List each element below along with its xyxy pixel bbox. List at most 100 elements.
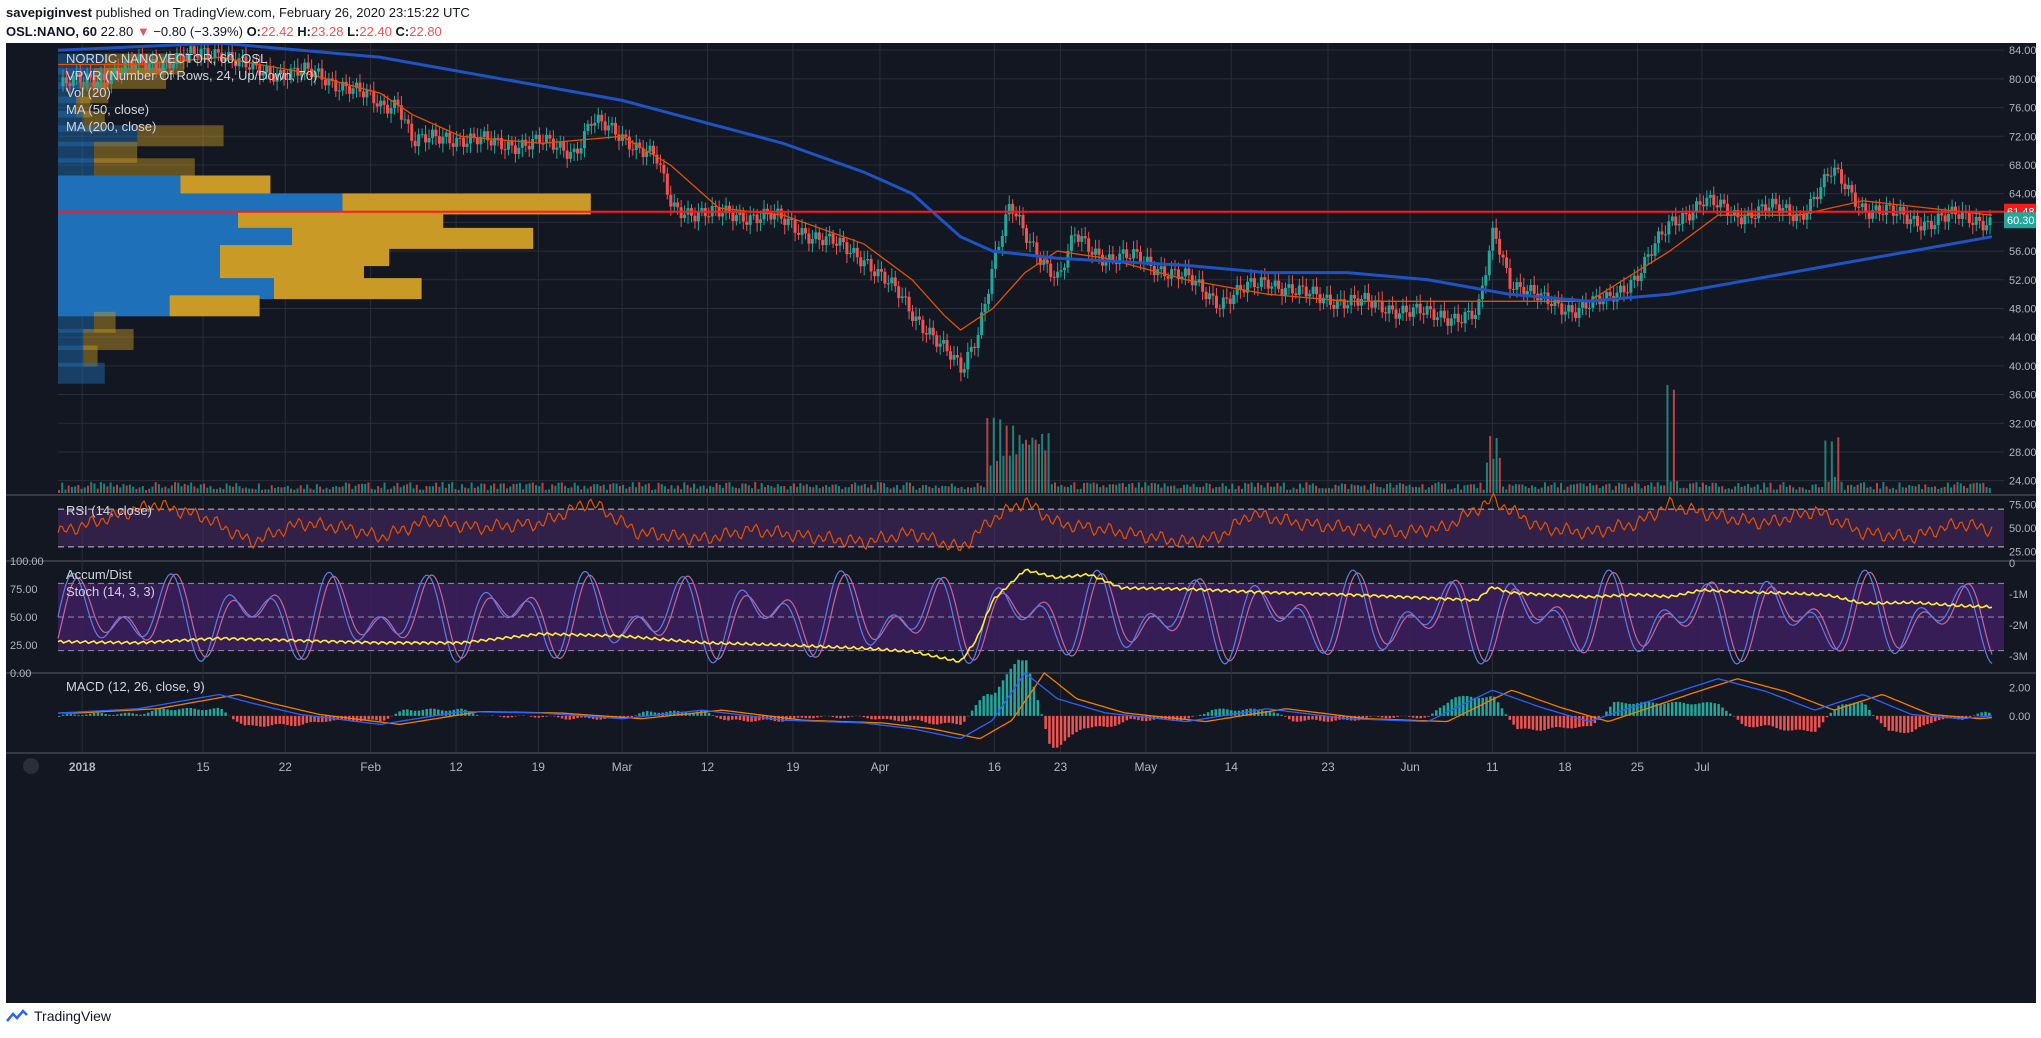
volume-profile-down-bar — [220, 245, 390, 267]
volume-bar — [1882, 482, 1885, 493]
macd-histogram-bar — [185, 707, 189, 716]
volume-bar — [96, 488, 99, 493]
volume-bar — [80, 488, 83, 493]
macd-histogram-bar — [1055, 715, 1059, 748]
volume-bar — [1421, 484, 1424, 493]
volume-bar — [554, 485, 557, 493]
candle-body — [1891, 205, 1895, 216]
macd-histogram-bar — [1473, 697, 1477, 716]
candle-body — [779, 208, 783, 219]
candle-body — [538, 134, 542, 144]
y-axis-label: 68.00 — [2009, 160, 2036, 172]
macd-histogram-bar — [1728, 713, 1732, 716]
volume-bar — [1292, 487, 1295, 493]
volume-bar — [744, 483, 747, 493]
candle-body — [1660, 231, 1664, 235]
volume-bar — [164, 486, 167, 493]
candle-body — [866, 259, 870, 261]
close-value: 22.80 — [409, 24, 442, 39]
author[interactable]: savepiginvest — [6, 5, 92, 20]
candle-body — [1791, 215, 1795, 222]
volume-bar — [886, 487, 889, 493]
ma200-line — [57, 43, 1993, 303]
candle-body — [227, 51, 231, 58]
candle-body — [268, 66, 272, 75]
candle-body — [1688, 214, 1692, 221]
macd-signal-line — [58, 672, 1993, 739]
volume-bar — [473, 487, 476, 493]
volume-bar — [257, 483, 260, 493]
macd-histogram-bar — [692, 712, 695, 716]
candle-body — [1508, 268, 1512, 289]
accum-axis-label: -1M — [2009, 589, 2028, 601]
close-label: C: — [395, 24, 410, 39]
macd-histogram-bar — [1013, 663, 1016, 716]
brand-name[interactable]: TradingView — [34, 1008, 112, 1024]
low-label: L: — [347, 24, 360, 39]
volume-bar — [151, 486, 154, 493]
candle-body — [1322, 297, 1326, 304]
volume-bar — [1495, 438, 1498, 493]
volume-bar — [61, 482, 64, 493]
macd-histogram-bar — [123, 712, 127, 716]
macd-histogram-bar — [1984, 711, 1987, 716]
volume-bar — [966, 487, 969, 493]
volume-bar — [734, 487, 737, 493]
candle-body — [1111, 254, 1115, 261]
volume-bar — [64, 489, 67, 493]
candle-body — [1297, 285, 1301, 295]
volume-bar — [1176, 488, 1179, 493]
volume-bar — [1195, 486, 1198, 493]
macd-histogram-bar — [1705, 702, 1709, 716]
candle-body — [1501, 254, 1505, 258]
macd-histogram-bar — [1899, 715, 1902, 733]
macd-histogram-bar — [324, 715, 328, 722]
legend-rsi: RSI (14, close) — [66, 503, 152, 518]
volume-bar — [1933, 486, 1936, 493]
candle-body — [1159, 266, 1163, 270]
macd-histogram-bar — [77, 715, 80, 716]
volume-profile-down-bar — [83, 110, 105, 132]
macd-histogram-bar — [1628, 703, 1631, 716]
candle-body — [513, 145, 517, 154]
macd-histogram-bar — [100, 713, 104, 716]
candle-body — [1173, 269, 1177, 271]
volume-bar — [1411, 487, 1414, 493]
candle-body — [1753, 217, 1757, 219]
candle-body — [365, 90, 369, 98]
candle-body — [171, 63, 175, 69]
volume-bar — [1853, 486, 1856, 493]
volume-bar — [1985, 487, 1988, 493]
candle-body — [1332, 304, 1336, 309]
volume-bar — [1962, 485, 1965, 493]
candle-body — [1045, 259, 1049, 264]
macd-histogram-bar — [421, 709, 425, 716]
stoch-axis-label: 100.00 — [10, 556, 44, 568]
macd-histogram-bar — [1187, 715, 1190, 719]
candle-body — [1905, 214, 1909, 225]
candle-body — [935, 335, 939, 347]
volume-profile-down-bar — [137, 125, 224, 147]
volume-bar — [634, 487, 637, 493]
macd-histogram-bar — [1210, 710, 1214, 716]
candle-body — [1118, 253, 1122, 264]
candle-body — [258, 65, 262, 76]
macd-histogram-bar — [1651, 702, 1655, 716]
volume-bar — [896, 485, 899, 493]
chart-canvas[interactable]: 2018 15 22 Feb 12 19 Mar 12 19 Apr 16 23 May 14 23 Jun 1… — [6, 43, 2036, 1003]
zoom-button-icon[interactable] — [23, 758, 39, 774]
volume-bar — [1079, 488, 1082, 493]
volume-bar — [167, 488, 170, 493]
candle-body — [1722, 199, 1726, 204]
candle-body — [1418, 303, 1422, 314]
candle-body — [841, 237, 845, 243]
volume-profile-up-bar — [58, 211, 238, 233]
macd-histogram-bar — [1767, 715, 1771, 726]
macd-histogram-bar — [1396, 715, 1399, 717]
volume-bar — [622, 484, 625, 493]
low-value: 22.40 — [359, 24, 392, 39]
volume-profile-up-bar — [58, 110, 84, 132]
volume-bar — [960, 486, 963, 493]
candle-body — [1270, 286, 1274, 289]
macd-histogram-bar — [386, 715, 390, 719]
